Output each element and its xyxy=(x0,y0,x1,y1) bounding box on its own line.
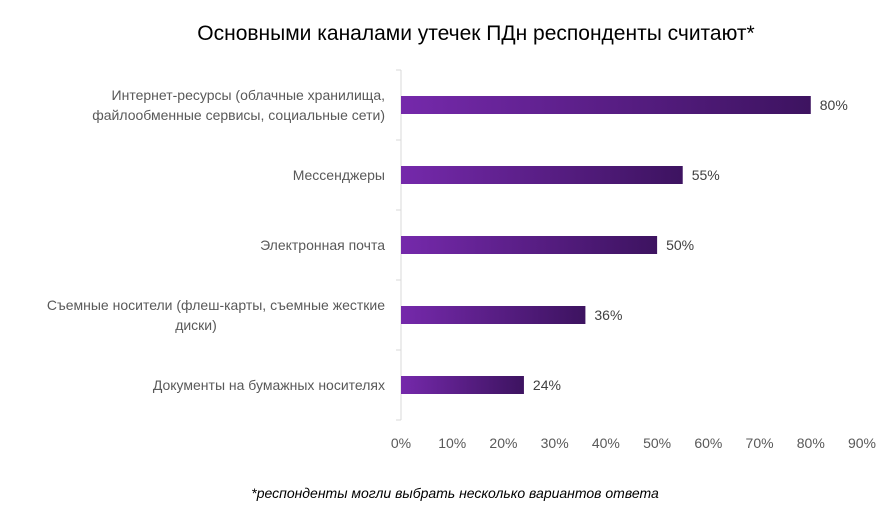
x-tick-label: 60% xyxy=(694,435,722,451)
x-tick-label: 90% xyxy=(848,435,876,451)
category-label: Мессенджеры xyxy=(293,167,385,183)
bar xyxy=(401,376,524,394)
data-label: 55% xyxy=(692,167,720,183)
x-tick-label: 70% xyxy=(746,435,774,451)
bar xyxy=(401,306,586,324)
data-label: 36% xyxy=(594,307,622,323)
category-label: диски) xyxy=(175,317,217,333)
x-tick-label: 80% xyxy=(797,435,825,451)
category-label: файлообменные сервисы, социальные сети) xyxy=(92,107,385,123)
data-label: 80% xyxy=(820,97,848,113)
x-tick-label: 40% xyxy=(592,435,620,451)
category-label: Электронная почта xyxy=(260,237,385,253)
category-label: Документы на бумажных носителях xyxy=(153,377,385,393)
category-label: Съемные носители (флеш-карты, съемные же… xyxy=(47,297,385,313)
x-tick-label: 0% xyxy=(391,435,411,451)
bar xyxy=(401,236,658,254)
x-tick-label: 50% xyxy=(643,435,671,451)
category-label: Интернет-ресурсы (облачные хранилища, xyxy=(112,87,385,103)
footnote: *респонденты могли выбрать несколько вар… xyxy=(251,485,659,501)
bar xyxy=(401,96,811,114)
x-tick-label: 10% xyxy=(438,435,466,451)
chart-title: Основными каналами утечек ПДн респондент… xyxy=(197,22,754,45)
data-label: 24% xyxy=(533,377,561,393)
x-tick-label: 20% xyxy=(489,435,517,451)
x-tick-label: 30% xyxy=(541,435,569,451)
data-label: 50% xyxy=(666,237,694,253)
bar xyxy=(401,166,683,184)
